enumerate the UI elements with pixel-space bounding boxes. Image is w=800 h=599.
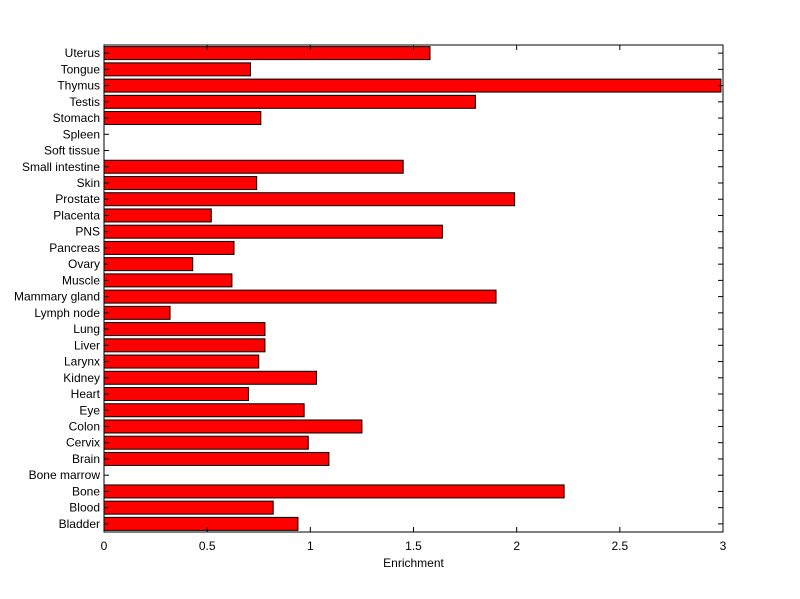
y-tick-label: Eye <box>79 403 100 417</box>
y-tick-label: Muscle <box>62 273 100 287</box>
bar-larynx <box>103 354 260 369</box>
bar-uterus <box>103 46 431 61</box>
bar-stomach <box>103 111 262 126</box>
y-tick-label: Prostate <box>55 192 100 206</box>
y-tick-label: Cervix <box>66 436 100 450</box>
bars-group <box>103 46 722 531</box>
bar-ovary <box>103 257 194 272</box>
bar-thymus <box>103 78 722 93</box>
bar-liver <box>103 338 266 353</box>
bar-heart <box>103 387 249 402</box>
bar-lymph-node <box>103 305 171 320</box>
y-tick-label: Bone marrow <box>29 468 101 482</box>
bar-small-intestine <box>103 159 404 174</box>
x-tick-label: 3 <box>720 539 727 553</box>
y-tick-label: Thymus <box>57 79 100 93</box>
y-tick-label: Ovary <box>68 257 100 271</box>
y-tick-label: Skin <box>77 176 100 190</box>
bar-bladder <box>103 516 299 531</box>
bar-colon <box>103 419 363 434</box>
x-tick-label: 1 <box>307 539 314 553</box>
bar-brain <box>103 451 330 466</box>
x-tick-label: 0 <box>101 539 108 553</box>
bar-skin <box>103 175 258 190</box>
bar-placenta <box>103 208 212 223</box>
y-tick-label: Blood <box>69 501 100 515</box>
x-tick-label: 1.5 <box>405 539 422 553</box>
bar-pancreas <box>103 240 235 255</box>
bar-testis <box>103 94 476 109</box>
bar-muscle <box>103 273 233 288</box>
y-tick-label: Heart <box>71 387 101 401</box>
bar-cervix <box>103 435 309 450</box>
bar-pns <box>103 224 443 239</box>
y-tick-label: Lymph node <box>34 306 100 320</box>
y-tick-label: Larynx <box>64 355 100 369</box>
y-tick-label: Small intestine <box>22 160 100 174</box>
bar-kidney <box>103 370 318 385</box>
bar-lung <box>103 322 266 337</box>
y-tick-label: Bladder <box>59 517 100 531</box>
y-tick-label: PNS <box>75 225 100 239</box>
y-tick-label: Brain <box>72 452 100 466</box>
y-tick-label: Tongue <box>61 62 101 76</box>
bar-bone <box>103 484 565 499</box>
y-tick-label: Spleen <box>63 127 100 141</box>
x-tick-labels: 0 0.5 1 1.5 2 2.5 3 <box>101 539 727 553</box>
bar-eye <box>103 403 305 418</box>
bar-prostate <box>103 192 516 207</box>
y-tick-labels: Bladder Blood Bone Bone marrow Brain Cervix Co… <box>14 46 101 531</box>
x-tick-label: 2 <box>513 539 520 553</box>
x-axis-label: Enrichment <box>383 556 444 570</box>
bar-tongue <box>103 62 251 77</box>
bar-blood <box>103 500 274 515</box>
ticks-group <box>103 45 724 532</box>
x-tick-label: 0.5 <box>199 539 216 553</box>
y-tick-label: Kidney <box>63 371 100 385</box>
y-tick-label: Colon <box>69 419 100 433</box>
y-tick-label: Soft tissue <box>44 144 100 158</box>
y-tick-label: Liver <box>74 338 100 352</box>
y-tick-label: Stomach <box>53 111 100 125</box>
y-tick-label: Pancreas <box>49 241 100 255</box>
bar-mammary-gland <box>103 289 497 304</box>
y-tick-label: Testis <box>69 95 100 109</box>
y-tick-label: Mammary gland <box>14 290 100 304</box>
y-tick-label: Lung <box>73 322 100 336</box>
y-tick-label: Placenta <box>53 208 100 222</box>
y-tick-label: Bone <box>72 484 100 498</box>
x-tick-label: 2.5 <box>611 539 628 553</box>
y-tick-label: Uterus <box>65 46 100 60</box>
